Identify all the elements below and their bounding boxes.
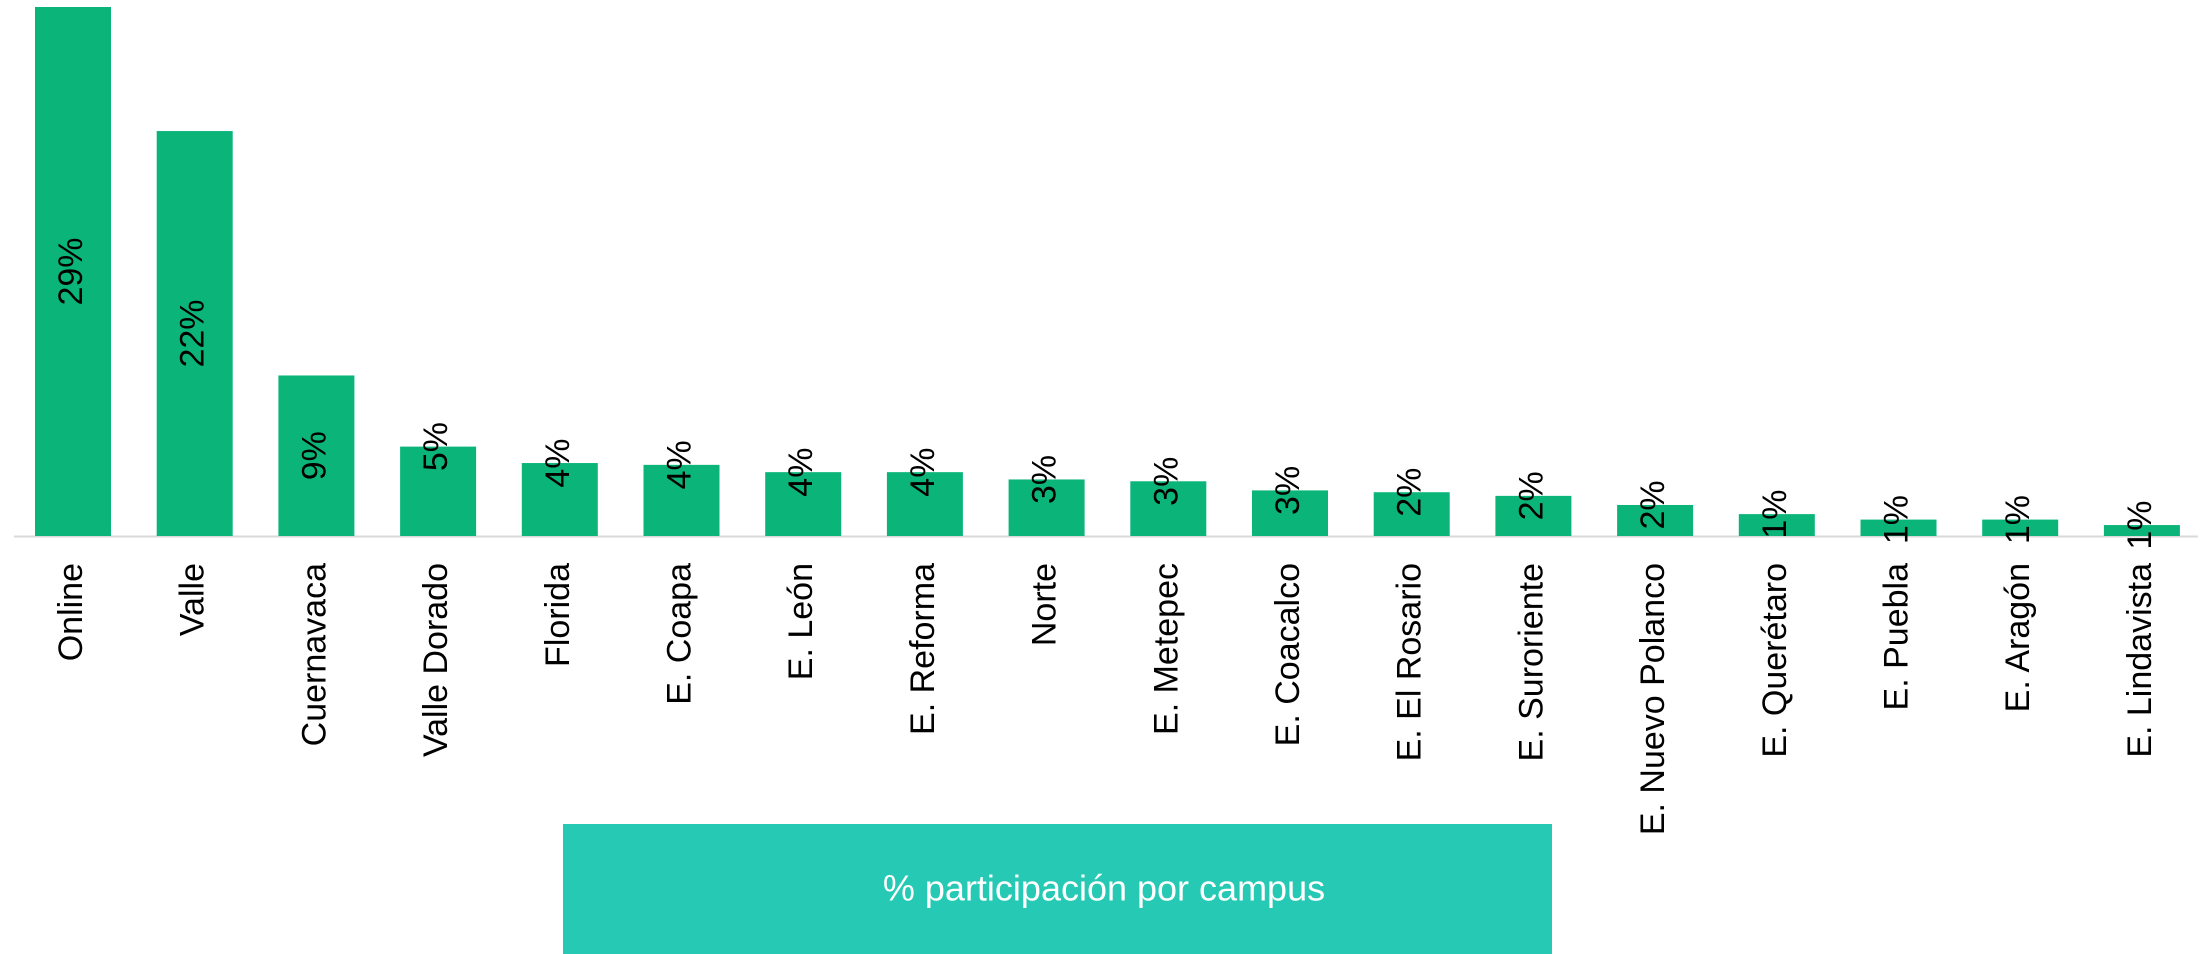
bar [886, 472, 963, 536]
bar [1738, 514, 1815, 536]
bar [1860, 519, 1937, 536]
x-tick-label: Valle [174, 563, 212, 636]
x-tick-label: E. Puebla [1877, 563, 1915, 711]
x-tick-label: E. Metepec [1147, 563, 1185, 735]
bar [765, 472, 842, 536]
value-label: 2% [1634, 480, 1672, 529]
x-tick-label: E. Suroriente [1512, 563, 1550, 761]
value-label: 1% [2121, 500, 2159, 549]
x-tick-label: Valle Dorado [417, 563, 455, 757]
value-label: 3% [1269, 466, 1307, 515]
bar [278, 375, 355, 536]
value-label: 5% [417, 422, 455, 471]
bar [1495, 495, 1572, 536]
value-label: 22% [174, 299, 212, 367]
bar [1130, 481, 1207, 536]
value-label: 2% [1512, 471, 1550, 520]
value-label: 4% [660, 440, 698, 489]
bar [643, 464, 720, 536]
value-label: 4% [904, 448, 942, 497]
value-label: 3% [1026, 455, 1064, 504]
bar [1982, 519, 2059, 536]
x-tick-label: E. Coapa [660, 563, 698, 705]
value-label: 4% [539, 438, 577, 487]
value-label: 1% [1756, 490, 1794, 539]
x-tick-label: E. Querétaro [1756, 563, 1794, 758]
x-tick-label: E. Lindavista [2121, 563, 2159, 758]
value-label: 3% [1147, 457, 1185, 506]
x-tick-label: E. León [782, 563, 820, 680]
value-label: 1% [1999, 495, 2037, 544]
x-tick-label: E. Coacalco [1269, 563, 1307, 746]
bar [1373, 492, 1450, 536]
value-label: 9% [295, 431, 333, 480]
x-tick-label: Norte [1026, 563, 1064, 646]
bar [400, 446, 477, 536]
bar [1252, 490, 1328, 536]
value-label: 4% [782, 448, 820, 497]
bar [35, 7, 111, 536]
title-box [563, 824, 1552, 954]
x-tick-label: Florida [539, 563, 577, 667]
chart-title: % participación por campus [883, 868, 1325, 909]
bar [156, 131, 233, 536]
value-label: 2% [1391, 468, 1429, 517]
x-tick-label: E. Aragón [1999, 563, 2037, 712]
value-label: 29% [52, 237, 90, 305]
bar [1008, 479, 1085, 536]
bar [521, 463, 598, 536]
bar [2103, 525, 2180, 536]
x-tick-label: E. Reforma [904, 563, 942, 735]
x-tick-label: Cuernavaca [295, 563, 333, 746]
value-label: 1% [1877, 495, 1915, 544]
x-tick-label: E. Nuevo Polanco [1634, 563, 1672, 835]
bar [1617, 504, 1694, 536]
x-tick-label: E. El Rosario [1391, 563, 1429, 761]
x-tick-label: Online [52, 563, 90, 661]
